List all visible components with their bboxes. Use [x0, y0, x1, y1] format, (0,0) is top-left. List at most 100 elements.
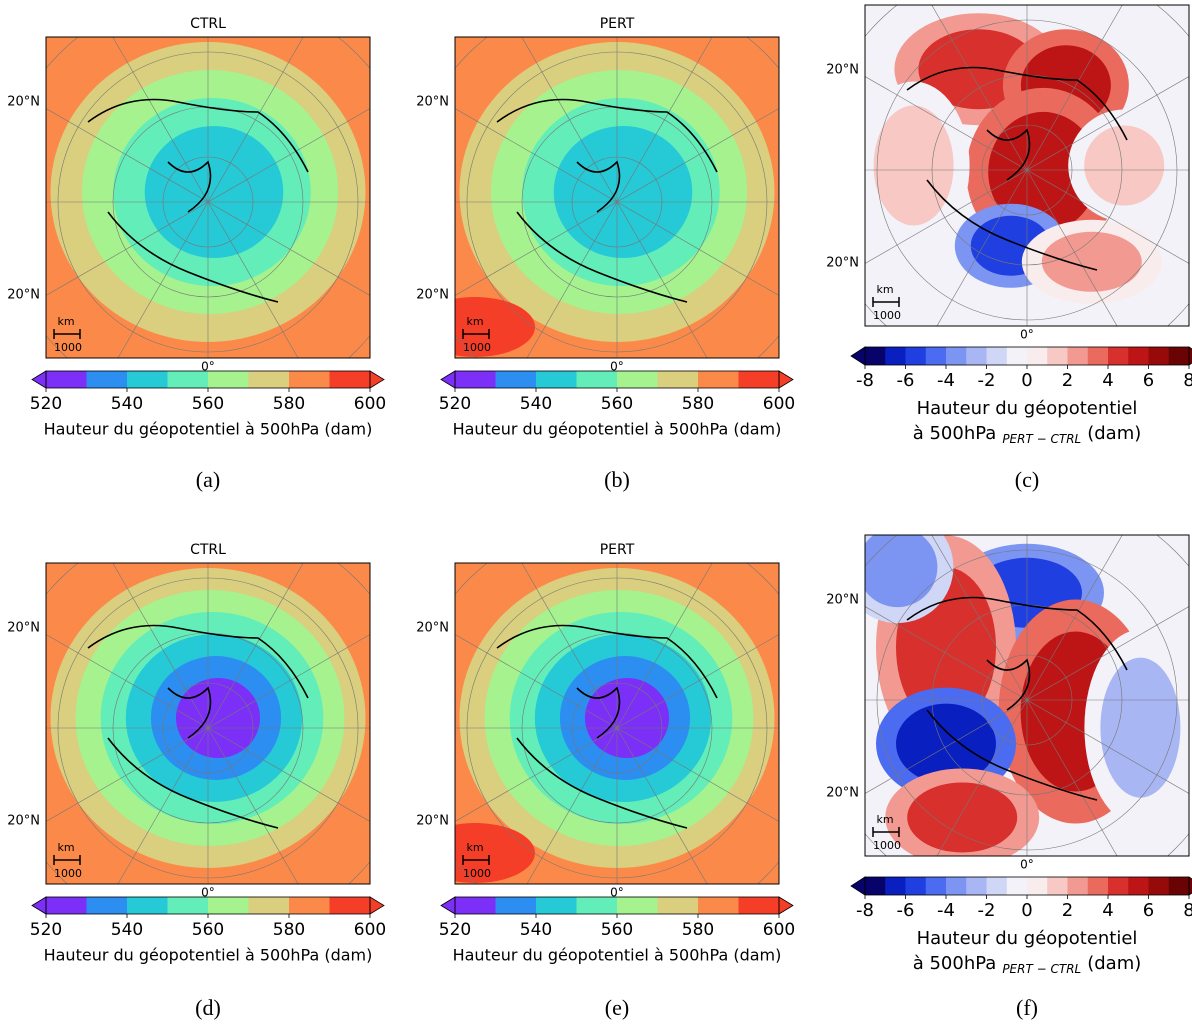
coastline — [496, 98, 718, 303]
map-frame — [864, 534, 1190, 857]
map — [865, 5, 1189, 326]
contour — [585, 678, 669, 758]
contour — [176, 678, 260, 758]
meridian — [46, 634, 370, 822]
colorbar-tick-label: 600 — [354, 920, 386, 940]
colorbar-label: Hauteur du géopotentiel à 500hPa (dam) — [44, 420, 373, 439]
colorbar-segment — [925, 877, 947, 895]
colorbar-segment — [865, 347, 886, 365]
colorbar-tick-label: -4 — [937, 900, 955, 921]
colorbar-segment — [738, 897, 780, 914]
colorbar-segment — [1006, 877, 1028, 895]
colorbar-segment — [329, 897, 371, 914]
scale-value: 1000 — [54, 341, 82, 354]
map-frame — [45, 36, 371, 359]
colorbar-segment — [905, 877, 927, 895]
panel: PERT 20°N 20°N 0° km 1000 520 540 560 580 600 Haute… — [416, 542, 795, 1020]
colorbar-tick-label: 520 — [439, 920, 471, 940]
colorbar-segment — [738, 371, 780, 388]
colorbar-segment — [536, 897, 577, 914]
colorbar-tick-label: -8 — [856, 370, 874, 391]
lat-label: 20°N — [416, 621, 449, 636]
colorbar-tick-label: -4 — [937, 370, 955, 391]
colorbar-segment — [698, 371, 739, 388]
colorbar-segment — [208, 897, 249, 914]
lon-label: 0° — [1020, 328, 1034, 342]
anomaly — [988, 111, 1099, 232]
colorbar-segment — [986, 347, 1008, 365]
colorbar-segment — [925, 347, 947, 365]
scale-bar — [53, 329, 81, 339]
panel: 20°N 20°N 0° km 1000 -8 -6 -4 -2 0 2 4 6 8 Hauteur du … — [826, 534, 1192, 1020]
colorbar-label: Hauteur du géopotentiel à 500hPa (dam) — [453, 946, 782, 965]
colorbar-segment — [46, 371, 87, 388]
colorbar-segment — [1108, 347, 1129, 365]
colorbar-segment — [208, 371, 249, 388]
lat-label: 20°N — [7, 814, 40, 829]
coastline — [496, 624, 718, 829]
lat-label: 20°N — [416, 288, 449, 303]
colorbar-tick-label: -8 — [856, 900, 874, 921]
coastline — [906, 596, 1128, 801]
colorbar-tick-label: 8 — [1183, 370, 1192, 391]
scale-unit: km — [876, 283, 893, 296]
colorbar-segment — [946, 877, 967, 895]
lat-label: 20°N — [7, 621, 40, 636]
colorbar-tick-label: 520 — [439, 394, 471, 414]
colorbar-segment — [698, 897, 739, 914]
colorbar-tick-label: 540 — [520, 920, 552, 940]
colorbar-segment — [1087, 347, 1109, 365]
colorbar-tick-label: 540 — [520, 394, 552, 414]
colorbar-label: Hauteur du géopotentiel à 500hPa (dam) — [44, 946, 373, 965]
colorbar-segment — [1108, 877, 1129, 895]
colorbar-segment — [986, 877, 1008, 895]
colorbar-extend-low — [850, 876, 866, 896]
colorbar-label: à 500hPa PERT − CTRL (dam) — [913, 423, 1142, 446]
colorbar-segment — [455, 371, 496, 388]
colorbar-tick-label: 580 — [273, 920, 305, 940]
anomaly — [1041, 231, 1142, 292]
colorbar-segment — [1087, 877, 1109, 895]
panel-title: CTRL — [190, 16, 226, 32]
colorbar-extend-high — [778, 896, 794, 915]
anomaly — [1084, 125, 1165, 206]
scale-unit: km — [466, 841, 483, 854]
panel-title: CTRL — [190, 542, 226, 558]
colorbar-extend-low — [31, 896, 47, 915]
colorbar-segment — [536, 371, 577, 388]
lat-label: 20°N — [826, 786, 859, 801]
label-text: à 500hPa — [913, 953, 997, 974]
colorbar-segment — [1148, 347, 1170, 365]
colorbar-segment — [1168, 877, 1190, 895]
lat-label: 20°N — [416, 814, 449, 829]
colorbar-segment — [1027, 347, 1048, 365]
colorbar-tick-label: 580 — [273, 394, 305, 414]
meridian — [46, 108, 370, 296]
colorbar-tick-label: -2 — [978, 900, 996, 921]
scale-bar — [53, 855, 81, 865]
colorbar-tick-label: 0 — [1021, 900, 1032, 921]
map — [46, 563, 370, 884]
lon-label: 0° — [201, 886, 215, 900]
colorbar-extend-low — [31, 370, 47, 389]
colorbar-segment — [1067, 347, 1089, 365]
colorbar-extend-low — [850, 346, 866, 366]
label-subscript: PERT − CTRL — [1002, 432, 1081, 446]
lat-label: 20°N — [826, 593, 859, 608]
caption: (c) — [1015, 467, 1039, 492]
colorbar-segment — [617, 371, 658, 388]
colorbar-tick-label: 600 — [763, 394, 795, 414]
colorbar-segment — [86, 371, 128, 388]
colorbar-tick-label: 560 — [192, 920, 224, 940]
colorbar-tick-label: 560 — [192, 394, 224, 414]
colorbar-segment — [167, 371, 209, 388]
scale-unit: km — [876, 813, 893, 826]
colorbar-segment — [905, 347, 927, 365]
colorbar-segment — [576, 371, 618, 388]
meridian — [865, 606, 1189, 794]
colorbar-segment — [657, 897, 699, 914]
anomaly — [873, 105, 954, 226]
anomaly — [896, 703, 996, 784]
colorbar-label: à 500hPa PERT − CTRL (dam) — [913, 953, 1142, 976]
